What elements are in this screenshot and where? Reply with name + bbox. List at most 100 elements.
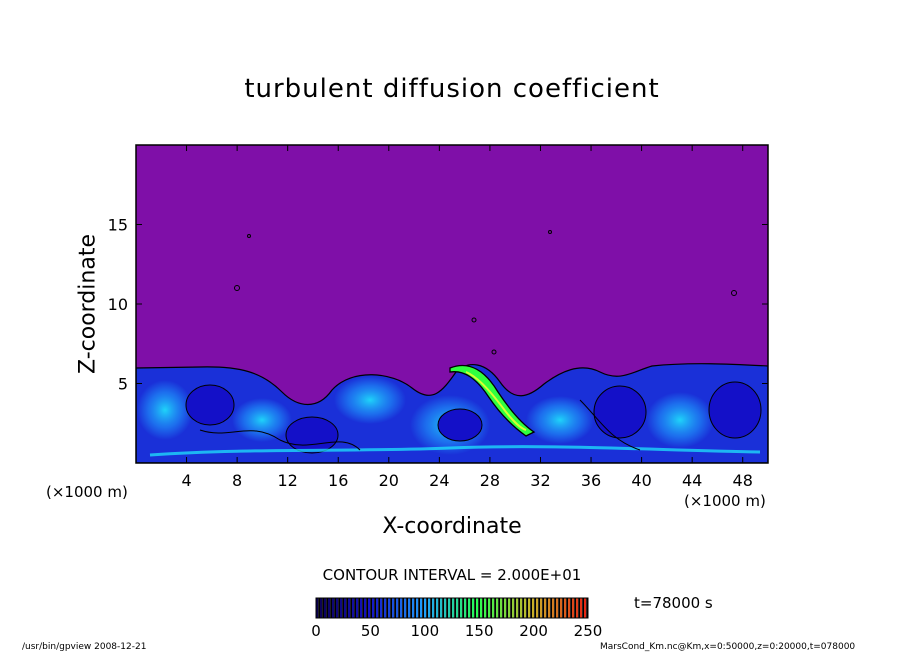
field-layer bbox=[136, 145, 768, 463]
colorbar-contour-line bbox=[382, 598, 384, 618]
colorbar-stripe bbox=[532, 598, 535, 618]
colorbar-stripe bbox=[400, 598, 403, 618]
colorbar-contour-line bbox=[526, 598, 528, 618]
colorbar-stripe bbox=[472, 598, 475, 618]
colorbar-contour-line bbox=[554, 598, 556, 618]
colorbar-contour-line bbox=[546, 598, 548, 618]
colorbar-stripe bbox=[488, 598, 491, 618]
colorbar-contour-line bbox=[394, 598, 396, 618]
colorbar-tick-label: 50 bbox=[360, 622, 380, 640]
colorbar-contour-line bbox=[574, 598, 576, 618]
colorbar-stripe bbox=[324, 598, 327, 618]
colorbar-contour-line bbox=[358, 598, 360, 618]
x-tick-label: 12 bbox=[278, 471, 298, 490]
colorbar-contour-line bbox=[490, 598, 492, 618]
x-axis-label: X-coordinate bbox=[382, 514, 522, 539]
colorbar-contour-line bbox=[350, 598, 352, 618]
colorbar-stripe bbox=[428, 598, 431, 618]
x-tick-label: 20 bbox=[379, 471, 399, 490]
colorbar-stripe bbox=[500, 598, 503, 618]
x-tick-label: 48 bbox=[733, 471, 753, 490]
colorbar-contour-line bbox=[450, 598, 452, 618]
colorbar-stripe bbox=[412, 598, 415, 618]
y-tick-label: 15 bbox=[108, 216, 128, 235]
colorbar-contour-line bbox=[538, 598, 540, 618]
colorbar-contour-line bbox=[446, 598, 448, 618]
colorbar-contour-line bbox=[510, 598, 512, 618]
colorbar-tick-label: 150 bbox=[464, 622, 494, 640]
colorbar-contour-line bbox=[318, 598, 320, 618]
colorbar-contour-line bbox=[346, 598, 348, 618]
colorbar-stripe bbox=[436, 598, 439, 618]
colorbar-contour-line bbox=[338, 598, 340, 618]
colorbar-stripe bbox=[460, 598, 463, 618]
colorbar-stripe bbox=[316, 598, 319, 618]
colorbar-contour-line bbox=[562, 598, 564, 618]
time-label: t=78000 s bbox=[634, 594, 713, 612]
colorbar-stripe bbox=[332, 598, 335, 618]
colorbar-stripe bbox=[364, 598, 367, 618]
x-tick-label: 28 bbox=[480, 471, 500, 490]
turbulent-eddies bbox=[137, 376, 762, 457]
colorbar-contour-line bbox=[326, 598, 328, 618]
colorbar-stripe bbox=[524, 598, 527, 618]
peak-diffusion-band bbox=[449, 364, 536, 437]
x-tick-label: 24 bbox=[429, 471, 449, 490]
x-axis: 4 8 12 16 20 24 28 32 36 40 44 48 bbox=[181, 145, 753, 490]
colorbar-stripe bbox=[464, 598, 467, 618]
x-unit-label-left: (×1000 m) bbox=[46, 483, 128, 501]
colorbar-stripe bbox=[320, 598, 323, 618]
colorbar-contour-line bbox=[422, 598, 424, 618]
x-tick-label: 40 bbox=[631, 471, 651, 490]
colorbar-contour-line bbox=[370, 598, 372, 618]
colorbar-contour-line bbox=[426, 598, 428, 618]
colorbar-contour-line bbox=[410, 598, 412, 618]
x-tick-label: 36 bbox=[581, 471, 601, 490]
contour-interval-label: CONTOUR INTERVAL = 2.000E+01 bbox=[322, 566, 582, 584]
colorbar-stripe bbox=[452, 598, 455, 618]
colorbar-contour-line bbox=[342, 598, 344, 618]
x-tick-label: 8 bbox=[232, 471, 242, 490]
colorbar-contour-line bbox=[398, 598, 400, 618]
footer-left: /usr/bin/gpview 2008-12-21 bbox=[22, 642, 147, 652]
colorbar-stripe bbox=[540, 598, 543, 618]
colorbar-contour-line bbox=[482, 598, 484, 618]
colorbar-contour-line bbox=[454, 598, 456, 618]
colorbar-contour-line bbox=[578, 598, 580, 618]
colorbar-stripe bbox=[564, 598, 567, 618]
colorbar-stripe bbox=[416, 598, 419, 618]
colorbar-contour-line bbox=[470, 598, 472, 618]
colorbar-stripe bbox=[328, 598, 331, 618]
colorbar-contour-line bbox=[586, 598, 588, 618]
colorbar-stripe bbox=[384, 598, 387, 618]
colorbar-stripe bbox=[484, 598, 487, 618]
colorbar-tick-label: 0 bbox=[311, 622, 321, 640]
chart-title: turbulent diffusion coefficient bbox=[244, 74, 660, 104]
colorbar-stripe bbox=[368, 598, 371, 618]
colorbar-contour-line bbox=[414, 598, 416, 618]
colorbar-stripe bbox=[560, 598, 563, 618]
colorbar-stripe bbox=[512, 598, 515, 618]
colorbar-contour-line bbox=[438, 598, 440, 618]
colorbar-contour-line bbox=[406, 598, 408, 618]
y-tick-label: 10 bbox=[108, 295, 128, 314]
colorbar-stripe bbox=[404, 598, 407, 618]
colorbar-stripe bbox=[516, 598, 519, 618]
colorbar-tick-label: 100 bbox=[410, 622, 440, 640]
colorbar-stripe bbox=[448, 598, 451, 618]
colorbar-contour-line bbox=[522, 598, 524, 618]
colorbar-stripe bbox=[508, 598, 511, 618]
colorbar-stripe bbox=[572, 598, 575, 618]
colorbar-contour-line bbox=[530, 598, 532, 618]
colorbar-contour-line bbox=[486, 598, 488, 618]
colorbar-stripe bbox=[504, 598, 507, 618]
isolated-contours bbox=[234, 230, 737, 355]
colorbar-stripe bbox=[580, 598, 583, 618]
colorbar-tick-label: 250 bbox=[573, 622, 603, 640]
colorbar-stripe bbox=[584, 598, 587, 618]
colorbar-stripe bbox=[496, 598, 499, 618]
colorbar-contour-line bbox=[442, 598, 444, 618]
colorbar bbox=[315, 597, 589, 619]
colorbar-contour-line bbox=[542, 598, 544, 618]
